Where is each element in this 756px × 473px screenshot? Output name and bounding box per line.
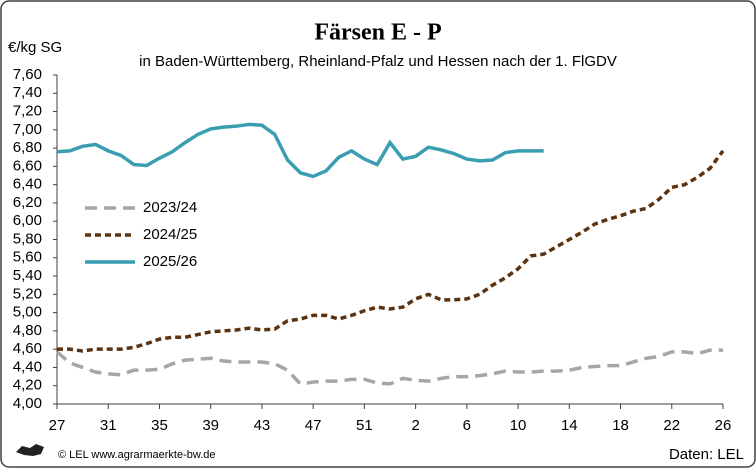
y-tick-label: 4,40 bbox=[13, 358, 42, 375]
series-line bbox=[57, 149, 725, 353]
x-tick-label: 31 bbox=[100, 417, 117, 434]
x-tick-label: 47 bbox=[305, 417, 322, 434]
y-tick-label: 5,40 bbox=[13, 267, 42, 284]
y-tick-label: 4,80 bbox=[13, 322, 42, 339]
x-tick-label: 2 bbox=[411, 417, 419, 434]
legend-label: 2024/25 bbox=[143, 226, 197, 243]
logo bbox=[16, 444, 44, 456]
y-tick-label: 5,80 bbox=[13, 230, 42, 247]
credit: Daten: LEL bbox=[669, 446, 744, 463]
series-line bbox=[56, 122, 544, 179]
legend-label: 2025/26 bbox=[143, 253, 197, 270]
y-tick-label: 7,60 bbox=[13, 66, 42, 83]
y-tick-label: 6,00 bbox=[13, 212, 42, 229]
chart-title: Färsen E - P bbox=[314, 20, 441, 46]
y-tick-label: 5,60 bbox=[13, 249, 42, 266]
x-tick-label: 14 bbox=[561, 417, 578, 434]
y-tick-label: 6,60 bbox=[13, 157, 42, 174]
y-axis-label: €/kg SG bbox=[8, 39, 62, 56]
y-tick-label: 6,20 bbox=[13, 194, 42, 211]
source: © LEL www.agrarmaerkte-bw.de bbox=[58, 449, 216, 461]
x-tick-label: 27 bbox=[49, 417, 66, 434]
y-tick-label: 7,00 bbox=[13, 121, 42, 138]
y-tick-label: 5,20 bbox=[13, 285, 42, 302]
y-tick-label: 4,60 bbox=[13, 340, 42, 357]
y-tick-label: 6,80 bbox=[13, 139, 42, 156]
x-tick-label: 10 bbox=[510, 417, 527, 434]
y-tick-label: 4,00 bbox=[13, 395, 42, 412]
y-tick-label: 7,20 bbox=[13, 103, 42, 120]
x-tick-label: 22 bbox=[663, 417, 680, 434]
x-tick-label: 6 bbox=[463, 417, 471, 434]
x-tick-label: 35 bbox=[151, 417, 168, 434]
chart-subtitle: in Baden-Württemberg, Rheinland-Pfalz un… bbox=[139, 53, 617, 70]
y-tick-label: 6,40 bbox=[13, 176, 42, 193]
y-tick-label: 7,40 bbox=[13, 84, 42, 101]
y-tick-label: 4,20 bbox=[13, 377, 42, 394]
x-tick-label: 43 bbox=[254, 417, 271, 434]
legend-label: 2023/24 bbox=[143, 199, 197, 216]
x-tick-label: 18 bbox=[612, 417, 629, 434]
x-tick-label: 26 bbox=[715, 417, 732, 434]
x-tick-label: 51 bbox=[356, 417, 373, 434]
series-line bbox=[55, 348, 723, 386]
y-tick-label: 5,00 bbox=[13, 304, 42, 321]
x-tick-label: 39 bbox=[202, 417, 219, 434]
